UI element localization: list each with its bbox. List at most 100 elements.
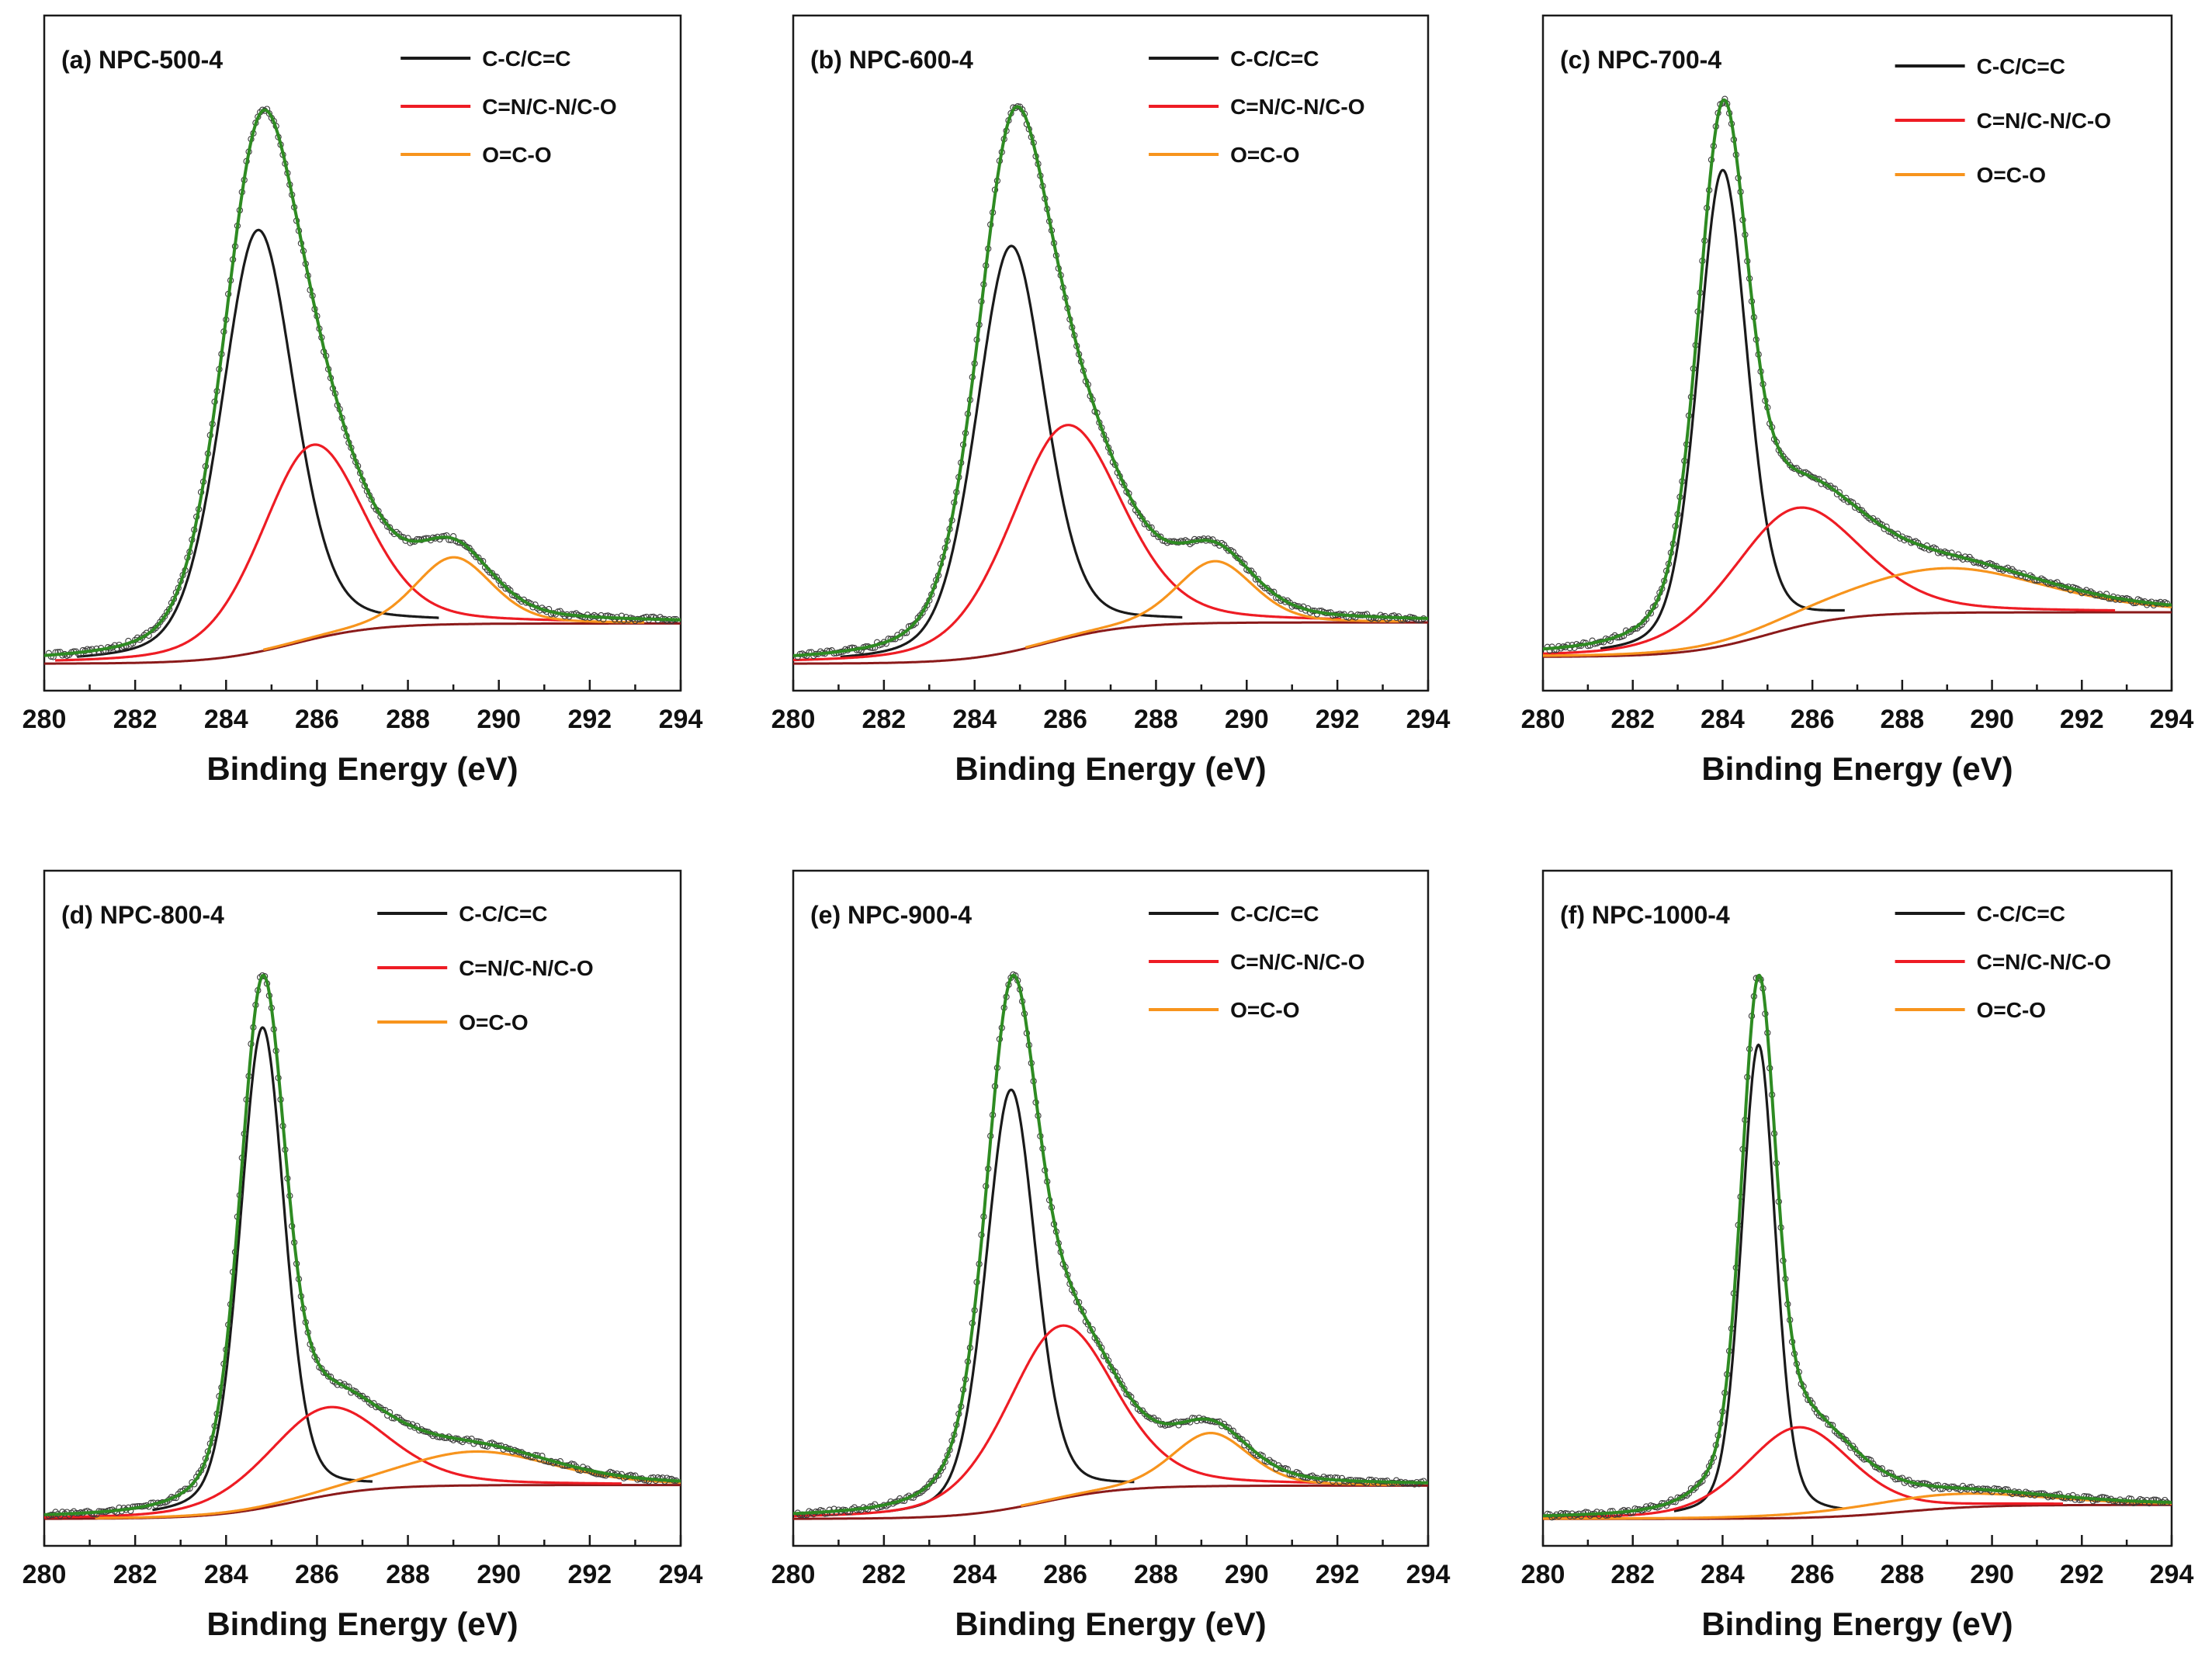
x-tick-label: 284: [1701, 1560, 1745, 1589]
x-tick-label: 286: [1043, 705, 1087, 734]
background-baseline: [44, 622, 681, 665]
fitted-envelope: [43, 973, 681, 1516]
peak-2-curve: [792, 424, 1342, 662]
x-tick-label: 282: [113, 705, 158, 734]
data-point: [1153, 530, 1160, 537]
fitted-envelope: [43, 108, 681, 657]
legend-label-2: C=N/C-N/C-O: [1230, 95, 1364, 119]
x-tick-label: 288: [1134, 1560, 1178, 1589]
x-tick-label: 290: [1970, 705, 2014, 734]
x-tick-label: 280: [1521, 705, 1565, 734]
legend-label-3: O=C-O: [1230, 143, 1299, 167]
legend-label-1: C-C/C=C: [459, 902, 547, 926]
x-tick-label: 284: [204, 1560, 248, 1589]
x-tick-label: 290: [1225, 1560, 1269, 1589]
x-tick-label: 290: [477, 1560, 521, 1589]
x-tick-label: 292: [1316, 1560, 1360, 1589]
x-tick-label: 280: [23, 1560, 67, 1589]
x-tick-label: 282: [113, 1560, 158, 1589]
panel-title: (e) NPC-900-4: [810, 901, 972, 929]
x-tick-label: 282: [862, 705, 906, 734]
x-tick-label: 292: [567, 705, 612, 734]
x-tick-label: 292: [567, 1560, 612, 1589]
x-axis-title: Binding Energy (eV): [206, 750, 518, 787]
peak-2-curve: [1542, 506, 2116, 655]
panel-title: (b) NPC-600-4: [810, 46, 973, 74]
x-tick-label: 286: [295, 705, 339, 734]
x-tick-label: 286: [1791, 1560, 1835, 1589]
panel-e: 280 282 284 286 288 290 292 294 Binding Energy (…: [771, 869, 1450, 1642]
peak-2-curve: [793, 1324, 1328, 1518]
background-baseline: [793, 621, 1428, 665]
x-tick-label: 288: [1134, 705, 1178, 734]
peak-3-curve: [1542, 567, 2172, 657]
x-tick-label: 284: [952, 705, 997, 734]
legend-label-3: O=C-O: [459, 1010, 528, 1034]
x-tick-label: 288: [386, 705, 430, 734]
x-tick-label: 288: [1880, 1560, 1924, 1589]
panel-f: 280 282 284 286 288 290 292 294 Binding Energy (…: [1521, 869, 2194, 1642]
x-axis-title: Binding Energy (eV): [1701, 1606, 2013, 1642]
x-tick-label: 284: [1701, 705, 1745, 734]
x-tick-label: 294: [1406, 705, 1451, 734]
peak-3-curve: [1025, 560, 1406, 649]
panel-title: (c) NPC-700-4: [1560, 46, 1721, 74]
x-tick-label: 282: [1610, 705, 1655, 734]
legend-label-1: C-C/C=C: [1977, 902, 2065, 926]
panel-b: 280 282 284 286 288 290 292 294 Binding Energy (…: [771, 14, 1451, 787]
x-tick-label: 284: [952, 1560, 997, 1589]
x-tick-label: 290: [477, 705, 521, 734]
background-baseline: [793, 1484, 1428, 1520]
peak-3-curve: [1020, 1432, 1402, 1507]
x-tick-label: 286: [295, 1560, 339, 1589]
x-tick-label: 288: [1880, 705, 1924, 734]
peak-2-curve: [43, 1405, 622, 1519]
legend-label-1: C-C/C=C: [1230, 902, 1319, 926]
x-tick-label: 294: [659, 705, 703, 734]
legend-label-2: C=N/C-N/C-O: [1977, 950, 2111, 974]
fitted-envelope: [792, 105, 1429, 657]
data-point: [1246, 1443, 1253, 1450]
peak-1-curve: [1600, 168, 1846, 650]
data-point: [184, 1485, 191, 1492]
x-tick-label: 280: [771, 705, 816, 734]
x-tick-label: 284: [204, 705, 248, 734]
peak-1-curve: [887, 1088, 1135, 1513]
peak-1-curve: [1673, 1043, 1843, 1512]
legend-label-2: C=N/C-N/C-O: [1230, 950, 1364, 974]
legend-label-1: C-C/C=C: [482, 47, 570, 71]
data-point: [1827, 1422, 1834, 1429]
data-point: [1863, 1455, 1870, 1463]
panel-title: (d) NPC-800-4: [61, 901, 224, 929]
panel-title: (f) NPC-1000-4: [1560, 901, 1730, 929]
x-tick-label: 290: [1970, 1560, 2014, 1589]
x-tick-label: 286: [1791, 705, 1835, 734]
x-tick-label: 294: [2150, 1560, 2194, 1589]
x-tick-label: 290: [1225, 705, 1269, 734]
peak-3-curve: [262, 556, 645, 651]
x-tick-label: 280: [23, 705, 67, 734]
x-axis-title: Binding Energy (eV): [955, 1606, 1266, 1642]
legend-label-3: O=C-O: [1977, 998, 2046, 1022]
legend-label-2: C=N/C-N/C-O: [459, 956, 593, 980]
background-baseline: [1543, 611, 2172, 658]
fitted-envelope: [1542, 98, 2172, 651]
panel-a: 280 282 284 286 288 290 292 294 Binding Energy (…: [23, 14, 703, 787]
x-axis-title: Binding Energy (eV): [1701, 750, 2013, 787]
x-tick-label: 294: [2150, 705, 2194, 734]
x-tick-label: 280: [771, 1560, 816, 1589]
x-tick-label: 282: [862, 1560, 906, 1589]
peak-2-curve: [54, 443, 570, 662]
x-tick-label: 280: [1521, 1560, 1565, 1589]
legend-label-3: O=C-O: [482, 143, 551, 167]
x-axis-title: Binding Energy (eV): [955, 750, 1266, 787]
legend-label-2: C=N/C-N/C-O: [1977, 109, 2111, 133]
legend-label-2: C=N/C-N/C-O: [482, 95, 616, 119]
data-point: [324, 1373, 332, 1380]
peak-1-curve: [76, 228, 439, 658]
x-tick-label: 282: [1610, 1560, 1655, 1589]
legend-label-3: O=C-O: [1230, 998, 1299, 1022]
panel-d: 280 282 284 286 288 290 292 294 Binding Energy (…: [23, 869, 702, 1642]
panel-c: 280 282 284 286 288 290 292 294 Binding Energy (…: [1521, 14, 2194, 787]
